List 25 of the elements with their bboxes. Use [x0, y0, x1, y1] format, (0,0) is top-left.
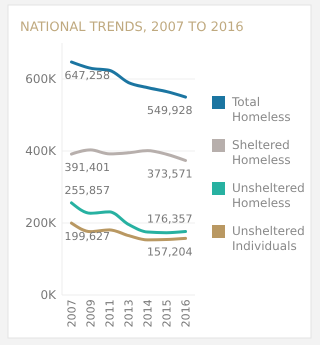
data-label: 373,571	[147, 168, 192, 181]
x-tick-label: 2016	[179, 299, 192, 328]
legend-label: Unsheltered Individuals	[232, 224, 305, 253]
data-label: 647,258	[64, 68, 110, 82]
y-tick-label: 0K	[40, 288, 58, 302]
y-tick-label: 200K	[25, 216, 58, 230]
x-tick-label: 2011	[103, 299, 116, 328]
line-series	[70, 148, 187, 162]
data-label: 199,627	[64, 230, 110, 244]
legend-label: Unsheltered Homeless	[232, 181, 305, 210]
x-tick-label: 2007	[65, 299, 78, 328]
data-label: 176,357	[147, 212, 192, 226]
x-tick-label: 2013	[122, 299, 136, 328]
data-label: 255,857	[64, 184, 110, 197]
y-tick-label: 400K	[25, 144, 58, 158]
x-tick-label: 2015	[160, 299, 174, 328]
legend-label: Total Homeless	[231, 95, 291, 124]
x-tick-label: 2014	[141, 299, 154, 328]
data-label: 157,204	[147, 245, 192, 258]
x-tick-label: 2009	[84, 299, 98, 328]
data-label: 391,401	[64, 161, 110, 174]
data-label: 549,928	[147, 104, 192, 118]
y-tick-label: 600K	[25, 72, 58, 86]
chart-title: NATIONAL TRENDS, 2007 TO 2016	[20, 20, 244, 35]
legend-label: Sheltered Homeless	[232, 138, 291, 167]
